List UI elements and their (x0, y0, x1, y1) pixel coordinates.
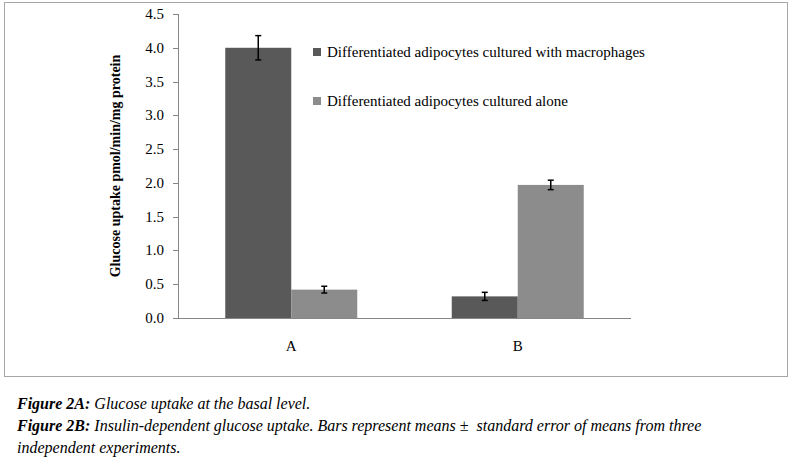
caption-label: Figure 2B: (17, 417, 90, 434)
y-tick-label: 1.0 (145, 242, 164, 258)
error-bar (548, 180, 554, 189)
y-tick (173, 149, 178, 150)
error-stem (258, 36, 260, 60)
error-stem (484, 292, 486, 300)
y-tick (173, 284, 178, 285)
error-cap (548, 179, 554, 181)
caption: Figure 2B: Insulin-dependent glucose upt… (17, 415, 792, 459)
captions: Figure 2A: Glucose uptake at the basal l… (17, 393, 792, 459)
error-bar (482, 292, 488, 300)
legend-swatch (313, 48, 321, 56)
error-cap (321, 285, 327, 287)
y-axis-label: Glucose uptake pmol/min/mg protein (108, 54, 123, 277)
y-tick-label: 4.5 (145, 6, 164, 22)
x-axis (178, 318, 631, 319)
error-stem (550, 180, 552, 189)
chart-frame (5, 3, 788, 377)
bar (518, 185, 584, 318)
bar (225, 48, 291, 318)
error-bar (255, 36, 261, 60)
error-cap (255, 59, 261, 61)
y-tick-label: 2.0 (145, 175, 164, 191)
x-tick-label: B (513, 338, 523, 354)
y-tick-label: 1.5 (145, 209, 164, 225)
y-tick (173, 183, 178, 184)
x-tick-label: A (286, 338, 297, 354)
y-tick-label: 3.0 (145, 107, 164, 123)
error-cap (482, 300, 488, 302)
legend-label: Differentiated adipocytes cultured alone (327, 93, 568, 109)
plot-marks (225, 36, 584, 318)
y-axis (178, 14, 179, 318)
error-stem (324, 286, 326, 293)
error-cap (548, 189, 554, 191)
y-tick-label: 0.5 (145, 276, 164, 292)
y-tick (173, 14, 178, 15)
y-tick (173, 48, 178, 49)
caption-text: Insulin-dependent glucose uptake. Bars r… (17, 417, 717, 456)
y-tick (173, 250, 178, 251)
caption-label: Figure 2A: (17, 395, 90, 412)
chart: 0.0 0.5 1.0 1.5 2.0 2.5 3.0 3.5 4.0 4.5 A B Glucose … (0, 0, 796, 380)
caption: Figure 2A: Glucose uptake at the basal l… (17, 393, 792, 415)
bar (291, 290, 357, 318)
error-cap (482, 292, 488, 294)
error-cap (255, 35, 261, 37)
legend-label: Differentiated adipocytes cultured with … (327, 44, 645, 60)
y-tick (173, 318, 178, 319)
y-tick-label: 0.0 (145, 310, 164, 326)
y-tick (173, 115, 178, 116)
y-tick-label: 4.0 (145, 40, 164, 56)
y-tick-label: 3.5 (145, 74, 164, 90)
y-tick (173, 82, 178, 83)
error-bar (321, 286, 327, 293)
y-tick-label: 2.5 (145, 141, 164, 157)
caption-text: Glucose uptake at the basal level. (90, 395, 310, 412)
legend-swatch (313, 97, 321, 105)
error-cap (321, 292, 327, 294)
legend: Differentiated adipocytes cultured with … (313, 44, 645, 109)
y-tick (173, 217, 178, 218)
